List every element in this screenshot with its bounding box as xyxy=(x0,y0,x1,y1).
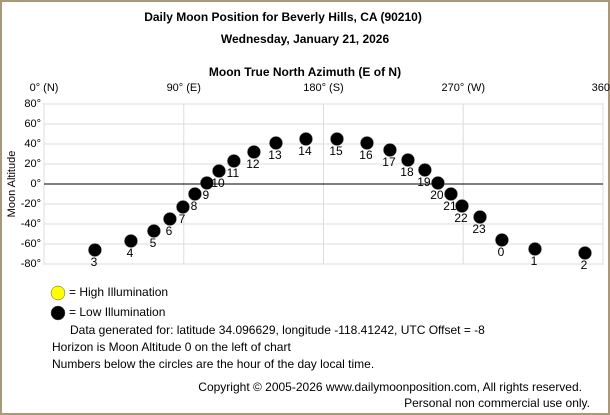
note: Horizon is Moon Altitude 0 on the left o… xyxy=(52,340,291,354)
y-tick-label: 80° xyxy=(24,98,41,110)
y-tick-label: 60° xyxy=(24,118,41,130)
moon-marker xyxy=(200,176,214,190)
y-tick-label: 20° xyxy=(24,158,41,170)
moon-marker xyxy=(383,143,397,157)
y-tick-label: 40° xyxy=(24,138,41,150)
hour-label: 23 xyxy=(472,222,486,236)
y-tick-label: -20° xyxy=(21,198,41,210)
x-tick-label: 0° (N) xyxy=(30,82,59,94)
hour-label: 12 xyxy=(246,157,260,171)
moon-marker xyxy=(431,176,445,190)
hour-label: 8 xyxy=(191,199,198,213)
y-tick-label: -80° xyxy=(21,258,41,270)
moon-marker xyxy=(495,233,509,247)
hour-label: 19 xyxy=(417,175,431,189)
x-tick-label: 180° (S) xyxy=(303,82,343,94)
moon-marker xyxy=(455,199,469,213)
x-tick-label: 360° xyxy=(592,82,610,94)
hour-label: 10 xyxy=(211,176,225,190)
hour-label: 20 xyxy=(430,188,444,202)
copyright: Copyright © 2005-2026 www.dailymoonposit… xyxy=(198,380,582,394)
hour-label: 6 xyxy=(166,224,173,238)
x-axis-title: Moon True North Azimuth (E of N) xyxy=(209,65,401,79)
copyright: Personal non commercial use only. xyxy=(404,396,590,410)
hour-label: 16 xyxy=(359,148,373,162)
hour-label: 3 xyxy=(91,255,98,269)
y-tick-label: -60° xyxy=(21,238,41,250)
hour-label: 4 xyxy=(127,246,134,260)
legend-marker xyxy=(50,305,66,321)
x-tick-label: 270° (W) xyxy=(441,82,485,94)
moon-marker xyxy=(227,154,241,168)
y-tick-label: -40° xyxy=(21,218,41,230)
y-tick-label: 0° xyxy=(30,178,41,190)
hour-label: 7 xyxy=(179,212,186,226)
hour-label: 21 xyxy=(443,199,457,213)
moon-marker xyxy=(176,200,190,214)
y-axis-title: Moon Altitude xyxy=(6,151,18,218)
chart-subtitle: Wednesday, January 21, 2026 xyxy=(221,32,390,46)
moon-marker xyxy=(473,210,487,224)
hour-label: 18 xyxy=(400,165,414,179)
moon-marker xyxy=(269,136,283,150)
x-tick-label: 90° (E) xyxy=(167,82,201,94)
hour-label: 1 xyxy=(531,254,538,268)
moon-marker xyxy=(163,212,177,226)
hour-label: 22 xyxy=(454,211,468,225)
legend-marker xyxy=(50,285,66,301)
note: Data generated for: latitude 34.096629, … xyxy=(70,323,485,337)
moon-marker xyxy=(330,132,344,146)
hour-label: 15 xyxy=(329,144,343,158)
hour-label: 14 xyxy=(298,144,312,158)
moon-marker xyxy=(147,224,161,238)
hour-label: 17 xyxy=(382,155,396,169)
moon-marker xyxy=(418,163,432,177)
moon-marker xyxy=(360,136,374,150)
chart-title: Daily Moon Position for Beverly Hills, C… xyxy=(144,10,422,24)
moon-marker xyxy=(401,153,415,167)
legend-label: = High Illumination xyxy=(69,285,168,299)
moon-marker xyxy=(528,242,542,256)
moon-marker xyxy=(124,234,138,248)
hour-label: 5 xyxy=(150,236,157,250)
moon-marker xyxy=(578,246,592,260)
hour-label: 2 xyxy=(581,258,588,272)
hour-label: 0 xyxy=(498,245,505,259)
moon-marker xyxy=(88,243,102,257)
moon-marker xyxy=(212,164,226,178)
legend-label: = Low Illumination xyxy=(69,305,165,319)
hour-label: 9 xyxy=(203,188,210,202)
moon-marker xyxy=(188,187,202,201)
hour-label: 13 xyxy=(268,148,282,162)
moon-marker xyxy=(444,187,458,201)
moon-marker xyxy=(299,132,313,146)
note: Numbers below the circles are the hour o… xyxy=(52,357,374,371)
moon-marker xyxy=(247,145,261,159)
hour-label: 11 xyxy=(227,166,240,180)
